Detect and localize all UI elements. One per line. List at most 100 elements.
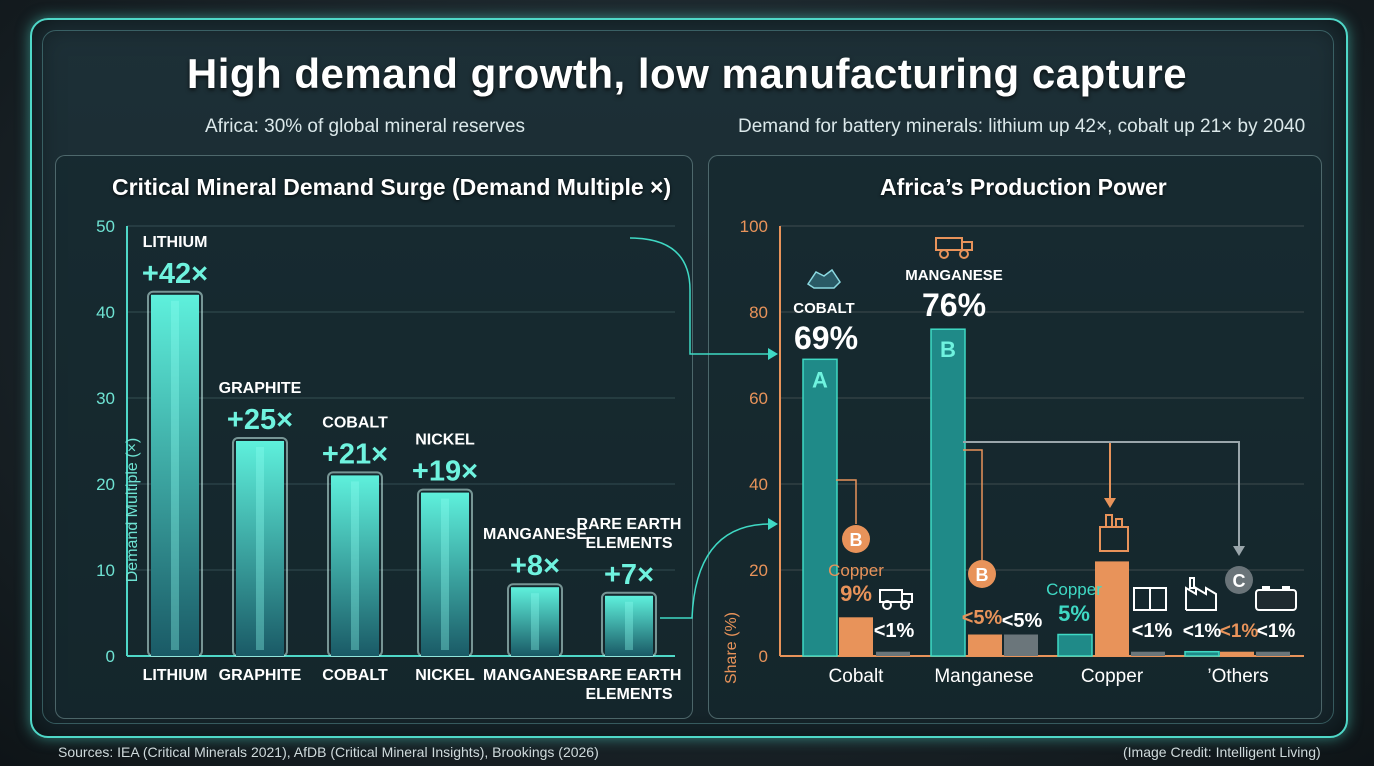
connector-arrow-head-2 (768, 518, 778, 530)
production-y-axis-label: Share (%) (723, 612, 740, 684)
demand-chart-title: Critical Mineral Demand Surge (Demand Mu… (112, 174, 672, 200)
panel-connectors (629, 237, 778, 619)
demand-bar-highlight (171, 300, 179, 650)
demand-chart: 0 10 20 30 40 50 +42× LITHIUM LITHIUM +25× GRAPHIT… (96, 217, 682, 703)
demand-bar-manganese (511, 587, 559, 656)
production-bar-copper-1 (1095, 561, 1129, 656)
demand-value-label: +19× (412, 456, 478, 488)
demand-name-label: LITHIUM (143, 234, 208, 251)
demand-bar-lithium (151, 294, 199, 656)
ore-icon (806, 268, 841, 289)
inner-frame (42, 30, 1334, 724)
container-icon (1133, 587, 1167, 611)
manganese-copper-label: <5% (962, 607, 1003, 629)
connector-cobalt-b (836, 479, 857, 524)
mining-truck-icon (935, 237, 973, 259)
demand-name-label: MANGANESE (483, 526, 587, 543)
demand-name-label: RARE EARTH (577, 516, 682, 533)
svg-text:B: B (976, 565, 989, 585)
production-bar-others-2 (1256, 651, 1290, 656)
demand-bar-rare-earth-elements (605, 595, 653, 656)
copper-other-label: <1% (1132, 620, 1173, 642)
production-x-tick: Cobalt (829, 666, 885, 687)
demand-name-label: COBALT (322, 414, 388, 431)
demand-value-label: +25× (227, 404, 293, 436)
others-label-1: <1% (1183, 621, 1222, 642)
demand-x-tick: GRAPHITE (219, 667, 302, 684)
production-bar-copper-0 (1057, 633, 1093, 657)
demand-name-label: NICKEL (415, 432, 475, 449)
production-bar-others-0 (1184, 650, 1220, 657)
marker-b-manganese: B (968, 560, 996, 588)
demand-x-tick: ELEMENTS (585, 686, 672, 703)
demand-bar-highlight (256, 447, 264, 650)
demand-value-label: +7× (604, 559, 654, 591)
production-bar-marker: B (940, 337, 956, 362)
production-y-tick: 20 (749, 561, 768, 580)
connector-rare-earth (660, 523, 771, 619)
production-bar-copper-2 (1131, 651, 1165, 656)
connector-others (963, 441, 1240, 550)
svg-text:B: B (850, 530, 863, 550)
copper-africa-name: Copper (1046, 580, 1102, 599)
production-chart: 0 20 40 60 80 100 A Cobalt B Manganese Copper ’Othe… (723, 217, 1304, 687)
footer-sources: Sources: IEA (Critical Minerals 2021), A… (58, 744, 599, 760)
demand-value-label: +21× (322, 438, 388, 470)
demand-name-label: GRAPHITE (219, 380, 302, 397)
demand-value-label: +42× (142, 258, 208, 290)
demand-bar-highlight (531, 593, 539, 650)
cobalt-other-label: <1% (874, 620, 915, 642)
demand-x-tick: COBALT (322, 667, 388, 684)
production-chart-title: Africa’s Production Power (880, 174, 1167, 200)
svg-text:C: C (1233, 571, 1246, 591)
production-x-tick: Copper (1081, 666, 1144, 687)
demand-x-tick: LITHIUM (143, 667, 208, 684)
production-x-tick: Manganese (934, 666, 1033, 687)
production-y-tick: 40 (749, 475, 768, 494)
production-bar-manganese-0 (930, 328, 966, 657)
demand-x-tick: RARE EARTH (577, 667, 682, 684)
demand-bar-highlight (625, 601, 633, 650)
cobalt-copper-value: 9% (840, 581, 872, 606)
cobalt-callout-value: 69% (794, 320, 858, 356)
manganese-callout-name: MANGANESE (905, 267, 1003, 284)
demand-bar-nickel (421, 492, 469, 656)
production-bar-cobalt-2 (876, 651, 910, 656)
dump-truck-icon (879, 589, 913, 610)
copper-africa-value: 5% (1058, 601, 1090, 626)
demand-bar-cobalt (331, 475, 379, 656)
demand-value-label: +8× (510, 550, 560, 582)
production-y-tick: 80 (749, 303, 768, 322)
production-bar-marker: A (812, 367, 828, 392)
production-y-tick: 60 (749, 389, 768, 408)
demand-name-label: ELEMENTS (585, 535, 672, 552)
others-label-2: <1% (1220, 621, 1259, 642)
production-bar-cobalt-0 (802, 358, 838, 657)
production-bar-manganese-2 (1004, 634, 1038, 656)
connector-others-arrow (1233, 546, 1245, 556)
connector-copper-arrow (1104, 498, 1116, 508)
connector-copper (963, 441, 1111, 502)
others-label-3: <1% (1257, 621, 1296, 642)
cobalt-copper-label: Copper (828, 561, 884, 580)
demand-x-tick: NICKEL (415, 667, 475, 684)
manganese-other-label: <5% (1002, 610, 1043, 632)
production-y-tick: 0 (759, 647, 768, 666)
manganese-callout-value: 76% (922, 287, 986, 323)
marker-b-cobalt: B (842, 525, 870, 553)
connector-arrow-head-1 (768, 348, 778, 360)
production-x-tick: ’Others (1207, 666, 1268, 687)
factory-icon (1185, 577, 1217, 611)
marker-c-others: C (1225, 566, 1253, 594)
connector-lithium-to-cobalt (629, 237, 770, 355)
production-bar-manganese-1 (968, 634, 1002, 656)
subtitle-left: Africa: 30% of global mineral reserves (205, 116, 525, 137)
demand-bar-graphite (236, 441, 284, 656)
footer-credit: (Image Credit: Intelligent Living) (1123, 744, 1321, 760)
production-bar-cobalt-1 (839, 617, 873, 656)
demand-y-tick: 0 (106, 647, 115, 666)
refinery-icon (1099, 514, 1129, 552)
demand-bar-highlight (441, 498, 449, 650)
demand-x-tick: MANGANESE (483, 667, 587, 684)
demand-bar-highlight (351, 481, 359, 650)
